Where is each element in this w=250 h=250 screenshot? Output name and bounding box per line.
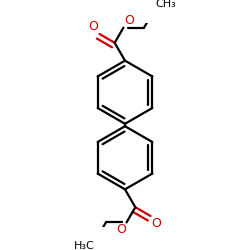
Text: O: O <box>124 14 134 27</box>
Text: O: O <box>116 223 126 236</box>
Text: CH₃: CH₃ <box>155 0 176 9</box>
Text: H₃C: H₃C <box>74 241 95 250</box>
Text: O: O <box>88 20 98 33</box>
Text: O: O <box>152 217 162 230</box>
